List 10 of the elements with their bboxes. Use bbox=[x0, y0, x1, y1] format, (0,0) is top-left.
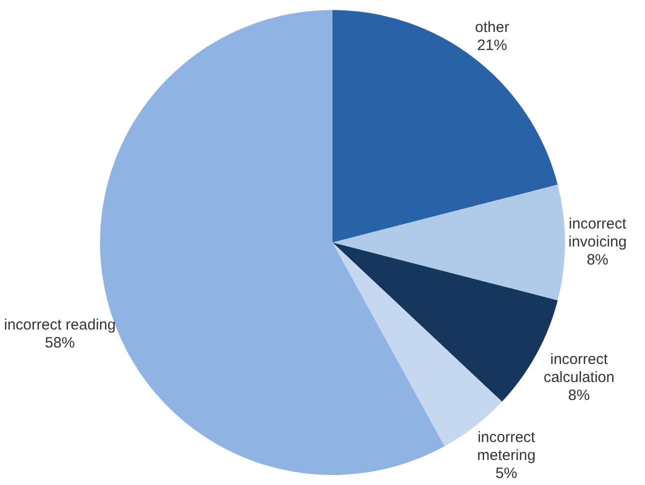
slice-label: incorrect metering bbox=[477, 429, 536, 464]
slice-label: incorrect reading bbox=[4, 316, 116, 334]
data-label: 8% bbox=[586, 252, 608, 269]
slice-label: incorrect invoicing bbox=[568, 216, 628, 251]
data-label: 5% bbox=[496, 465, 518, 482]
data-label: 8% bbox=[568, 387, 590, 404]
data-label: 58% bbox=[44, 334, 75, 352]
data-label: 21% bbox=[477, 36, 508, 54]
slice-label: other bbox=[475, 18, 510, 36]
slice-label: incorrect calculation bbox=[544, 351, 614, 386]
